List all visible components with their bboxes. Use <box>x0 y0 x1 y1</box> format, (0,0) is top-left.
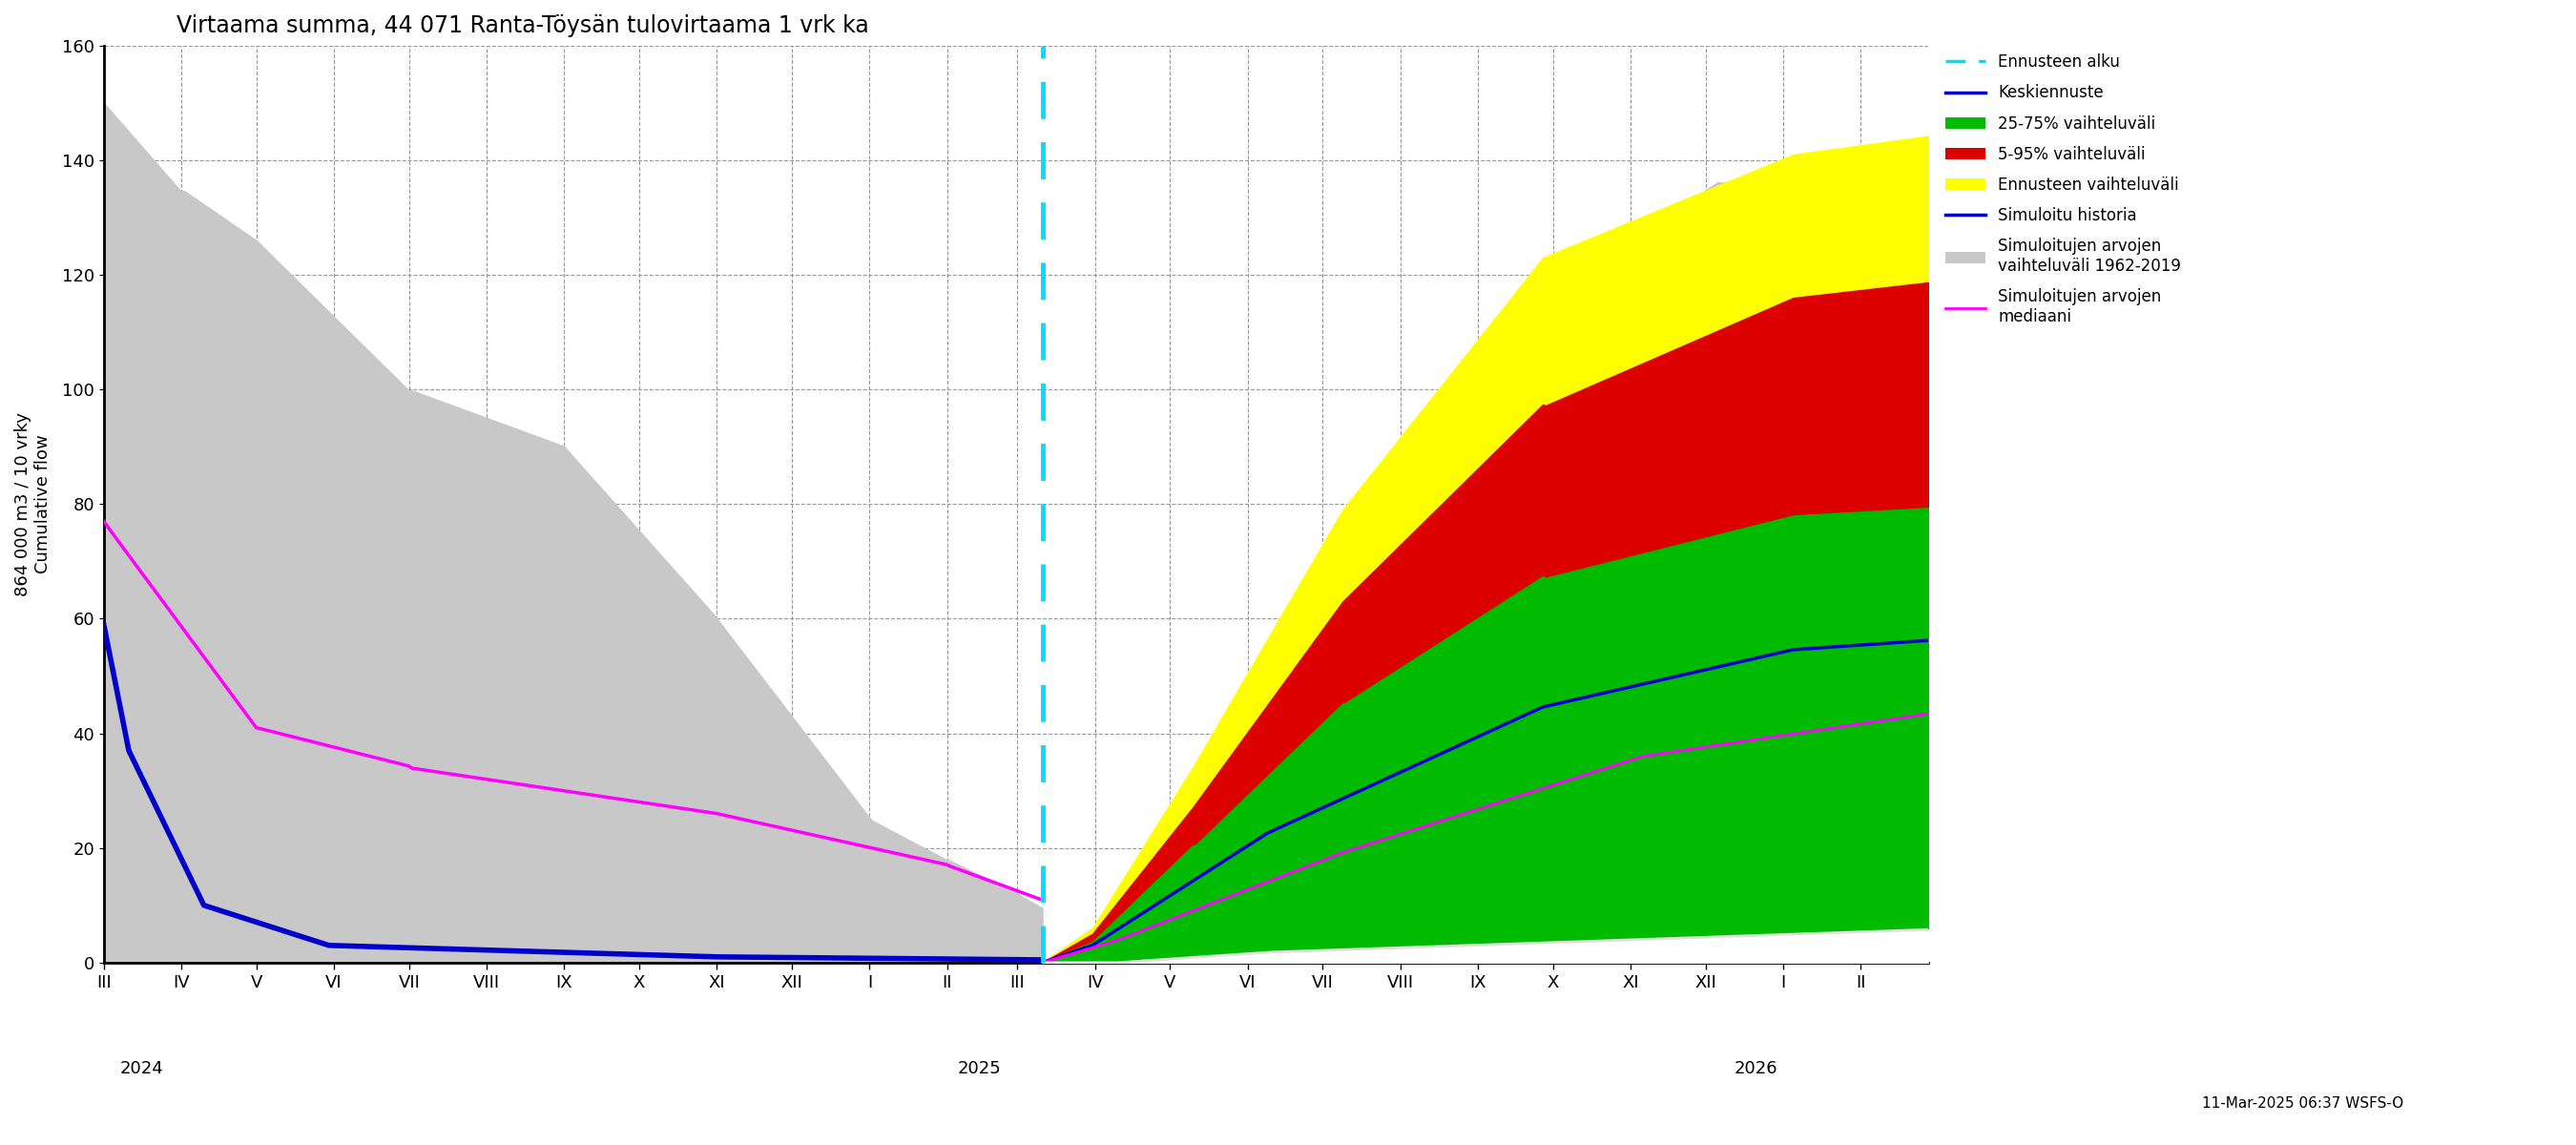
Text: 2025: 2025 <box>958 1060 1002 1077</box>
Legend: Ennusteen alku, Keskiennuste, 25-75% vaihteluväli, 5-95% vaihteluväli, Ennusteen: Ennusteen alku, Keskiennuste, 25-75% vai… <box>1940 47 2187 332</box>
Text: Virtaama summa, 44 071 Ranta-Töysän tulovirtaama 1 vrk ka: Virtaama summa, 44 071 Ranta-Töysän tulo… <box>178 14 868 37</box>
Y-axis label: 864 000 m3 / 10 vrky
Cumulative flow: 864 000 m3 / 10 vrky Cumulative flow <box>15 412 52 597</box>
Text: 2026: 2026 <box>1734 1060 1777 1077</box>
Text: 11-Mar-2025 06:37 WSFS-O: 11-Mar-2025 06:37 WSFS-O <box>2202 1097 2403 1111</box>
Text: 2024: 2024 <box>118 1060 162 1077</box>
